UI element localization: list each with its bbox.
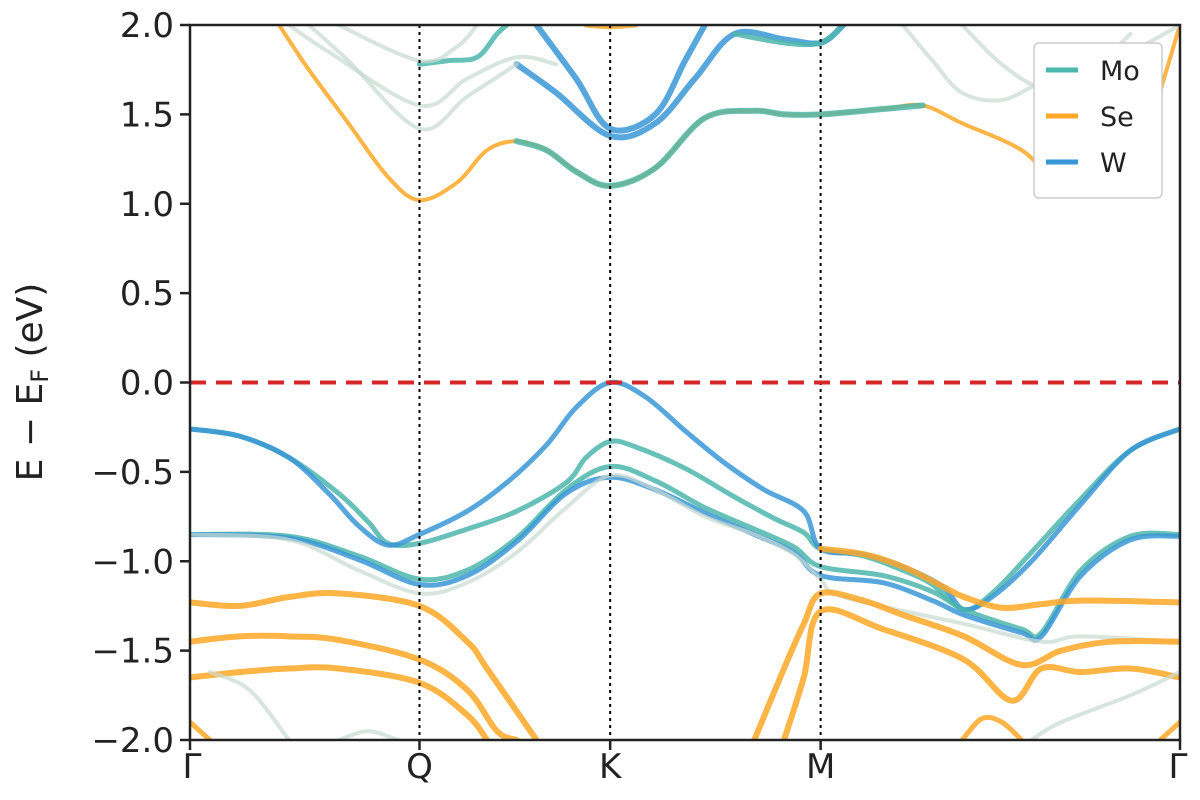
- band-line-13: [190, 719, 213, 740]
- band-line-1: [190, 426, 1180, 613]
- legend-label-W: W: [1100, 148, 1127, 179]
- x-tick-label-K: K: [599, 747, 623, 787]
- y-tick-label: 2.0: [120, 6, 174, 46]
- y-tick-label: 1.0: [120, 185, 174, 225]
- band-line-25: [306, 25, 519, 132]
- band-line-16: [336, 729, 400, 740]
- band-line-9: [751, 589, 1180, 740]
- band-line-17: [1029, 670, 1180, 740]
- y-axis-label: E − EF (eV): [10, 283, 54, 482]
- x-tick-label-Γ: Γ: [1169, 747, 1188, 787]
- band-line-8: [190, 664, 490, 740]
- band-line-26: [336, 25, 480, 64]
- y-tick-label: −2.0: [91, 721, 174, 761]
- band-line-6: [190, 590, 540, 740]
- band-line-14: [1157, 719, 1180, 740]
- x-tick-label-M: M: [806, 747, 835, 787]
- y-axis-label-main: E − E: [10, 383, 51, 482]
- band-line-18: [416, 25, 510, 67]
- legend-label-Se: Se: [1100, 102, 1134, 133]
- band-line-22: [533, 25, 708, 134]
- x-tick-label-Q: Q: [406, 747, 433, 787]
- legend-box: [1033, 42, 1163, 199]
- y-axis-label-unit: (eV): [10, 283, 51, 369]
- band-line-15: [207, 670, 291, 740]
- y-tick-label: 0.0: [120, 364, 174, 404]
- band-line-5: [190, 472, 1180, 645]
- band-line-23: [732, 25, 846, 48]
- x-tick-label-Γ: Γ: [183, 747, 202, 787]
- band-line-10: [817, 545, 1180, 611]
- y-tick-label: 1.5: [120, 95, 174, 135]
- band-line-20: [513, 102, 926, 189]
- y-tick-label: −1.5: [91, 632, 174, 672]
- legend: Mo Se W: [1033, 42, 1163, 199]
- band-line-12: [959, 714, 1025, 740]
- y-tick-label: −0.5: [91, 453, 174, 493]
- band-line-2: [190, 379, 1180, 613]
- band-line-11: [781, 606, 1180, 740]
- band-line-24: [287, 25, 559, 108]
- y-tick-label: 0.5: [120, 274, 174, 314]
- y-axis-label-subscript: F: [26, 369, 54, 383]
- y-tick-label: −1.0: [91, 542, 174, 582]
- band-line-7: [190, 632, 520, 740]
- legend-label-Mo: Mo: [1100, 56, 1140, 87]
